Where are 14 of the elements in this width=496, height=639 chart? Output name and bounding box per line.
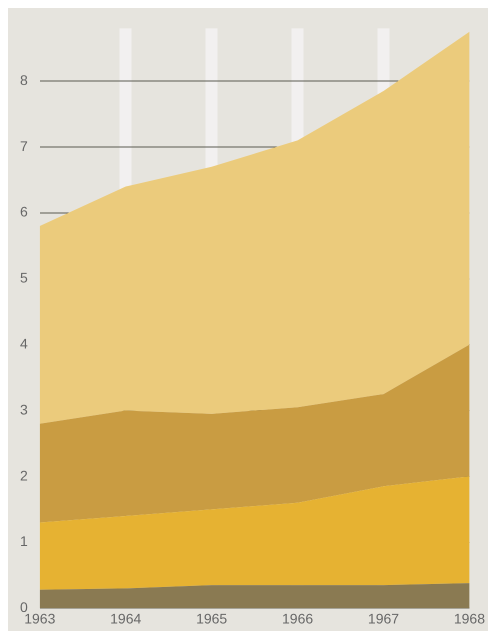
y-tick-label: 3 (20, 401, 28, 418)
x-tick-label: 1966 (282, 610, 314, 626)
x-tick-label: 1964 (110, 610, 142, 626)
y-tick-label: 0 (20, 599, 28, 616)
x-tick-label: 1968 (454, 610, 486, 626)
y-tick-label: 8 (20, 72, 28, 88)
x-tick-label: 1967 (368, 610, 400, 626)
y-tick-label: 5 (20, 270, 28, 286)
y-tick-label: 7 (20, 138, 28, 154)
y-tick-label: 4 (20, 336, 28, 352)
y-tick-label: 2 (20, 467, 28, 484)
y-tick-label: 1 (20, 533, 28, 550)
x-tick-label: 1965 (196, 610, 228, 626)
y-tick-label: 6 (20, 204, 28, 220)
